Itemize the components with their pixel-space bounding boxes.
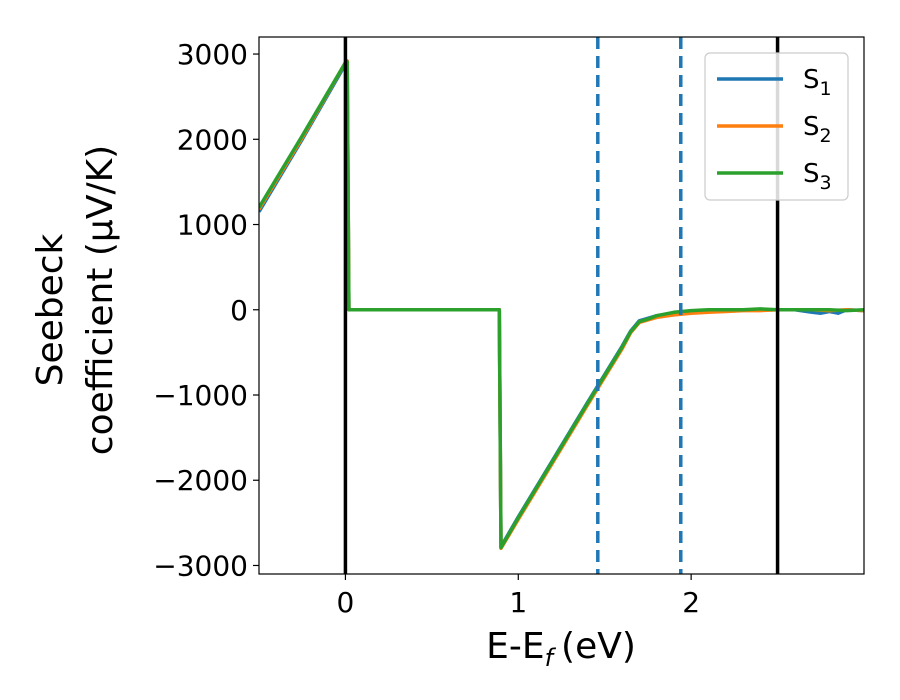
legend: S1 S2 S3	[704, 52, 849, 201]
y-tick-label: −2000	[153, 464, 248, 497]
x-tick-label: 2	[682, 586, 700, 619]
y-tick-label: 0	[230, 294, 248, 327]
legend-label-1: S1	[803, 65, 832, 100]
y-tick-label: 2000	[177, 123, 248, 156]
x-axis-label: E-Ef (eV)	[486, 626, 636, 672]
y-tick-label: −1000	[153, 379, 248, 412]
legend-label-2: S2	[803, 112, 832, 147]
plot-area: −3000 −2000 −1000 0 1000 2000 3000 0 1 2	[153, 36, 865, 619]
y-axis-label-line2: coefficient (μV/K)	[80, 145, 121, 455]
x-tick-label: 0	[337, 586, 355, 619]
legend-label-3: S3	[803, 159, 832, 194]
series-line-3	[259, 59, 864, 550]
x-tick-label: 1	[509, 586, 527, 619]
y-tick-label: 1000	[177, 209, 248, 242]
y-tick-label: 3000	[177, 38, 248, 71]
y-tick-label: −3000	[153, 549, 248, 582]
axes-frame	[258, 36, 865, 575]
y-axis-label-line1: Seebeck	[30, 233, 71, 386]
data-layer	[259, 37, 864, 574]
